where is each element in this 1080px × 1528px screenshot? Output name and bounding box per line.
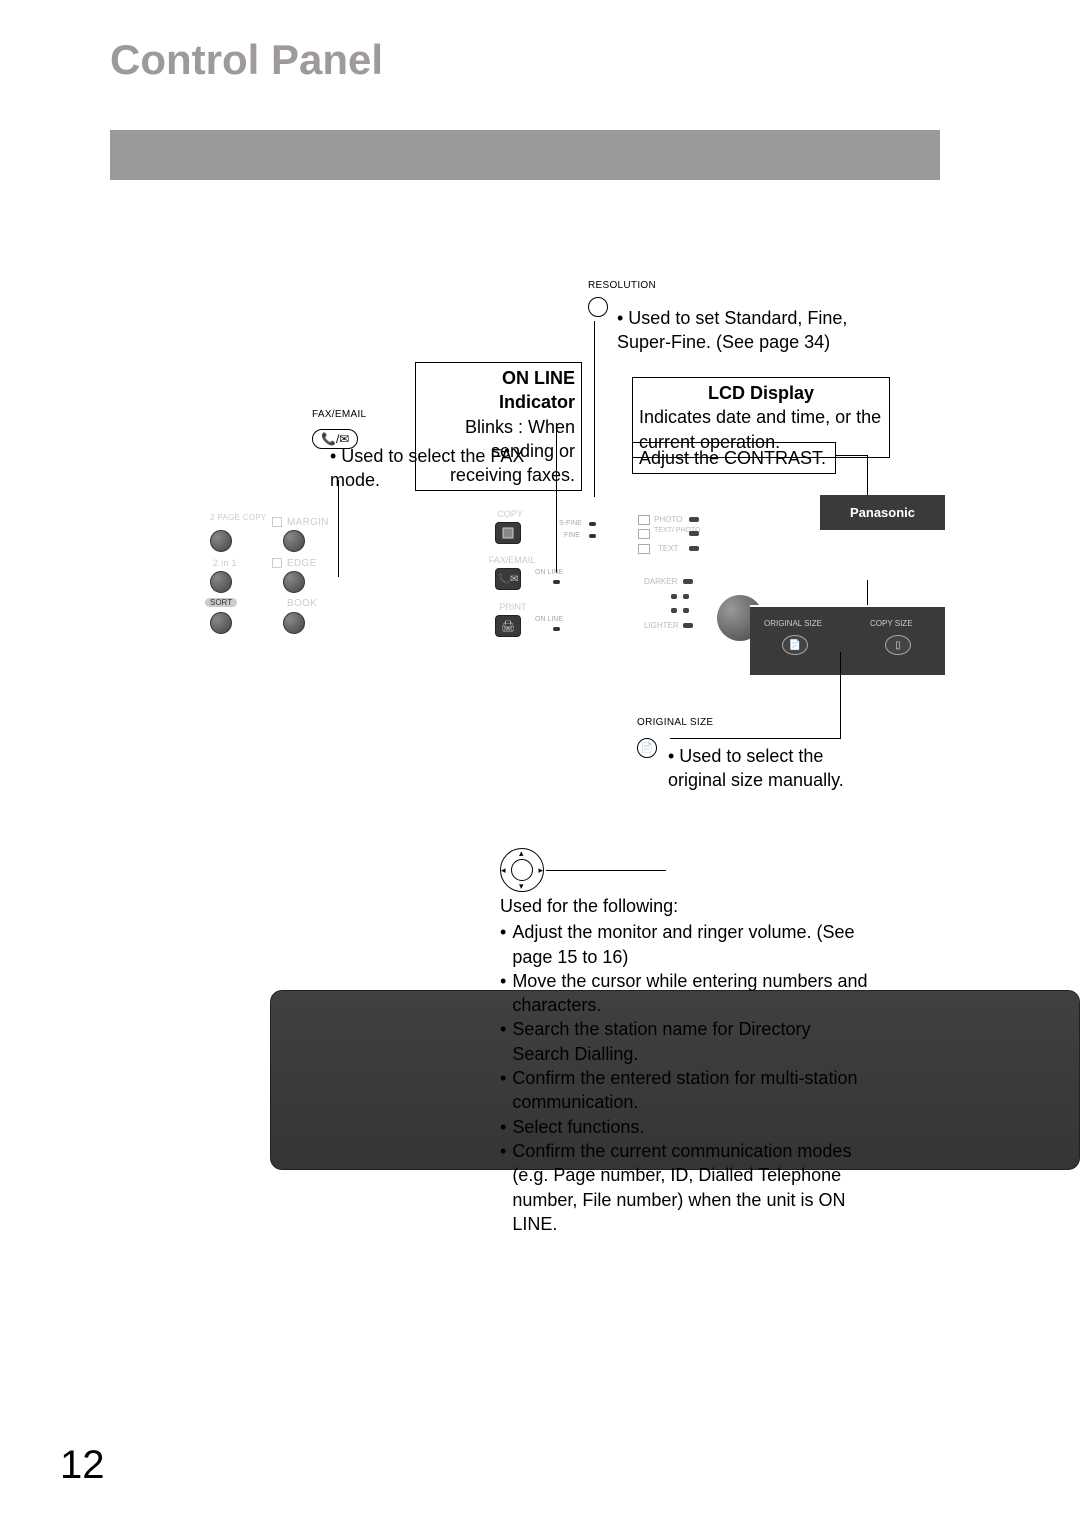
led-lighter	[683, 623, 693, 628]
original-size-text: • Used to select the original size manua…	[668, 744, 848, 793]
btn-book[interactable]	[283, 612, 305, 634]
lbl-edge: EDGE	[287, 558, 317, 569]
nav-item-2: Search the station name for Directory Se…	[512, 1017, 870, 1066]
lbl-2page: 2 PAGE COPY	[210, 514, 267, 522]
lbl-online1: ON LINE	[535, 569, 563, 576]
nav-item-0: Adjust the monitor and ringer volume. (S…	[512, 920, 870, 969]
page-title: Control Panel	[110, 36, 383, 84]
led-online1	[553, 580, 560, 584]
orig-size-line-h	[670, 738, 840, 739]
faxemail-text: • Used to select the FAX mode.	[330, 444, 560, 493]
nav-item-4: Select functions.	[512, 1115, 644, 1139]
lcd-title: LCD Display	[639, 381, 883, 405]
lbl-print: PRINT	[493, 602, 533, 612]
original-size-label: ORIGINAL SIZE	[637, 716, 713, 730]
textphoto-icon-box	[638, 529, 650, 539]
online-title: ON LINE Indicator	[422, 366, 575, 415]
panel-bottom-bar: ORIGINAL SIZE 📄 COPY SIZE ▯	[750, 605, 945, 675]
btn-original-size[interactable]: 📄	[782, 635, 808, 655]
contrast-text: Adjust the CONTRAST.	[639, 448, 826, 468]
lbl-photo: PHOTO	[654, 515, 682, 524]
btn-faxemail[interactable]: 📞✉	[495, 568, 521, 590]
header-gray-bar	[110, 130, 940, 180]
nav-arrow-right-icon: ▸	[538, 865, 543, 876]
edge-icon	[272, 558, 282, 568]
led-fine	[589, 534, 596, 538]
led-online2	[553, 627, 560, 631]
panel-white-gap	[820, 530, 945, 580]
btn-margin[interactable]	[283, 530, 305, 552]
faxemail-label: FAX/EMAIL	[312, 408, 366, 422]
led-mid4	[683, 608, 689, 613]
lbl-sfine: S-FINE	[559, 520, 582, 527]
btn-2page-copy[interactable]	[210, 530, 232, 552]
contrast-line-h	[836, 455, 868, 456]
btn-sort[interactable]	[210, 612, 232, 634]
control-panel-device: 2 PAGE COPY MARGIN 2 in 1 EDGE SORT BOOK…	[135, 495, 945, 675]
lbl-book: BOOK	[287, 598, 317, 609]
lbl-2in1: 2 in 1	[213, 558, 237, 568]
orig-size-line-v	[840, 652, 841, 739]
led-mid3	[671, 608, 677, 613]
lbl-orig-size: ORIGINAL SIZE	[764, 619, 822, 628]
margin-icon	[272, 517, 282, 527]
nav-dial-icon: ▴ ▾ ◂ ▸	[500, 848, 544, 892]
lbl-text: TEXT	[658, 544, 678, 553]
lbl-copy: COPY	[490, 509, 530, 519]
lbl-sort: SORT	[205, 598, 237, 607]
faxemail-icon: 📞✉	[498, 574, 519, 585]
lbl-copy-size: COPY SIZE	[870, 619, 913, 628]
btn-copy-size[interactable]: ▯	[885, 635, 911, 655]
photo-icon-box	[638, 515, 650, 525]
led-mid2	[683, 594, 689, 599]
btn-edge[interactable]	[283, 571, 305, 593]
led-sfine	[589, 522, 596, 526]
original-size-button-icon: 📄	[637, 738, 657, 758]
nav-intro: Used for the following:	[500, 894, 870, 918]
nav-arrow-up-icon: ▴	[519, 848, 524, 859]
resolution-button-icon	[588, 297, 608, 317]
nav-item-1: Move the cursor while entering numbers a…	[512, 969, 870, 1018]
resolution-line	[594, 321, 595, 497]
resolution-label: RESOLUTION	[588, 279, 656, 293]
resolution-text: • Used to set Standard, Fine, Super-Fine…	[617, 306, 857, 355]
original-size-icon: 📄	[789, 640, 801, 651]
nav-item-5: Confirm the current communication modes …	[512, 1139, 870, 1236]
nav-line	[546, 870, 666, 871]
nav-arrow-down-icon: ▾	[519, 881, 524, 892]
led-mid1	[671, 594, 677, 599]
lbl-margin: MARGIN	[287, 517, 329, 528]
led-photo	[689, 517, 699, 522]
brand-area: Panasonic	[820, 495, 945, 530]
faxemail-callout: FAX/EMAIL 📞/✉	[312, 408, 366, 449]
lbl-fine: FINE	[564, 532, 580, 539]
btn-2in1[interactable]	[210, 571, 232, 593]
lbl-online2: ON LINE	[535, 616, 563, 623]
led-text	[689, 546, 699, 551]
lbl-lighter: LIGHTER	[644, 621, 679, 630]
nav-arrow-left-icon: ◂	[501, 865, 506, 876]
text-icon-box	[638, 544, 650, 554]
led-darker	[683, 579, 693, 584]
page-number: 12	[60, 1443, 105, 1488]
lbl-darker: DARKER	[644, 577, 677, 586]
copy-icon	[502, 527, 514, 539]
led-textphoto	[689, 531, 699, 536]
lbl-faxemail: FAX/EMAIL	[484, 555, 540, 565]
brand-logo: Panasonic	[850, 505, 915, 520]
btn-print[interactable]: 🖨	[495, 615, 521, 637]
btn-copy[interactable]	[495, 522, 521, 544]
nav-text-block: Used for the following: •Adjust the moni…	[500, 894, 870, 1236]
copy-size-icon: ▯	[895, 640, 901, 651]
contrast-box: Adjust the CONTRAST.	[632, 442, 836, 474]
print-icon: 🖨	[501, 620, 515, 633]
nav-item-3: Confirm the entered station for multi-st…	[512, 1066, 870, 1115]
